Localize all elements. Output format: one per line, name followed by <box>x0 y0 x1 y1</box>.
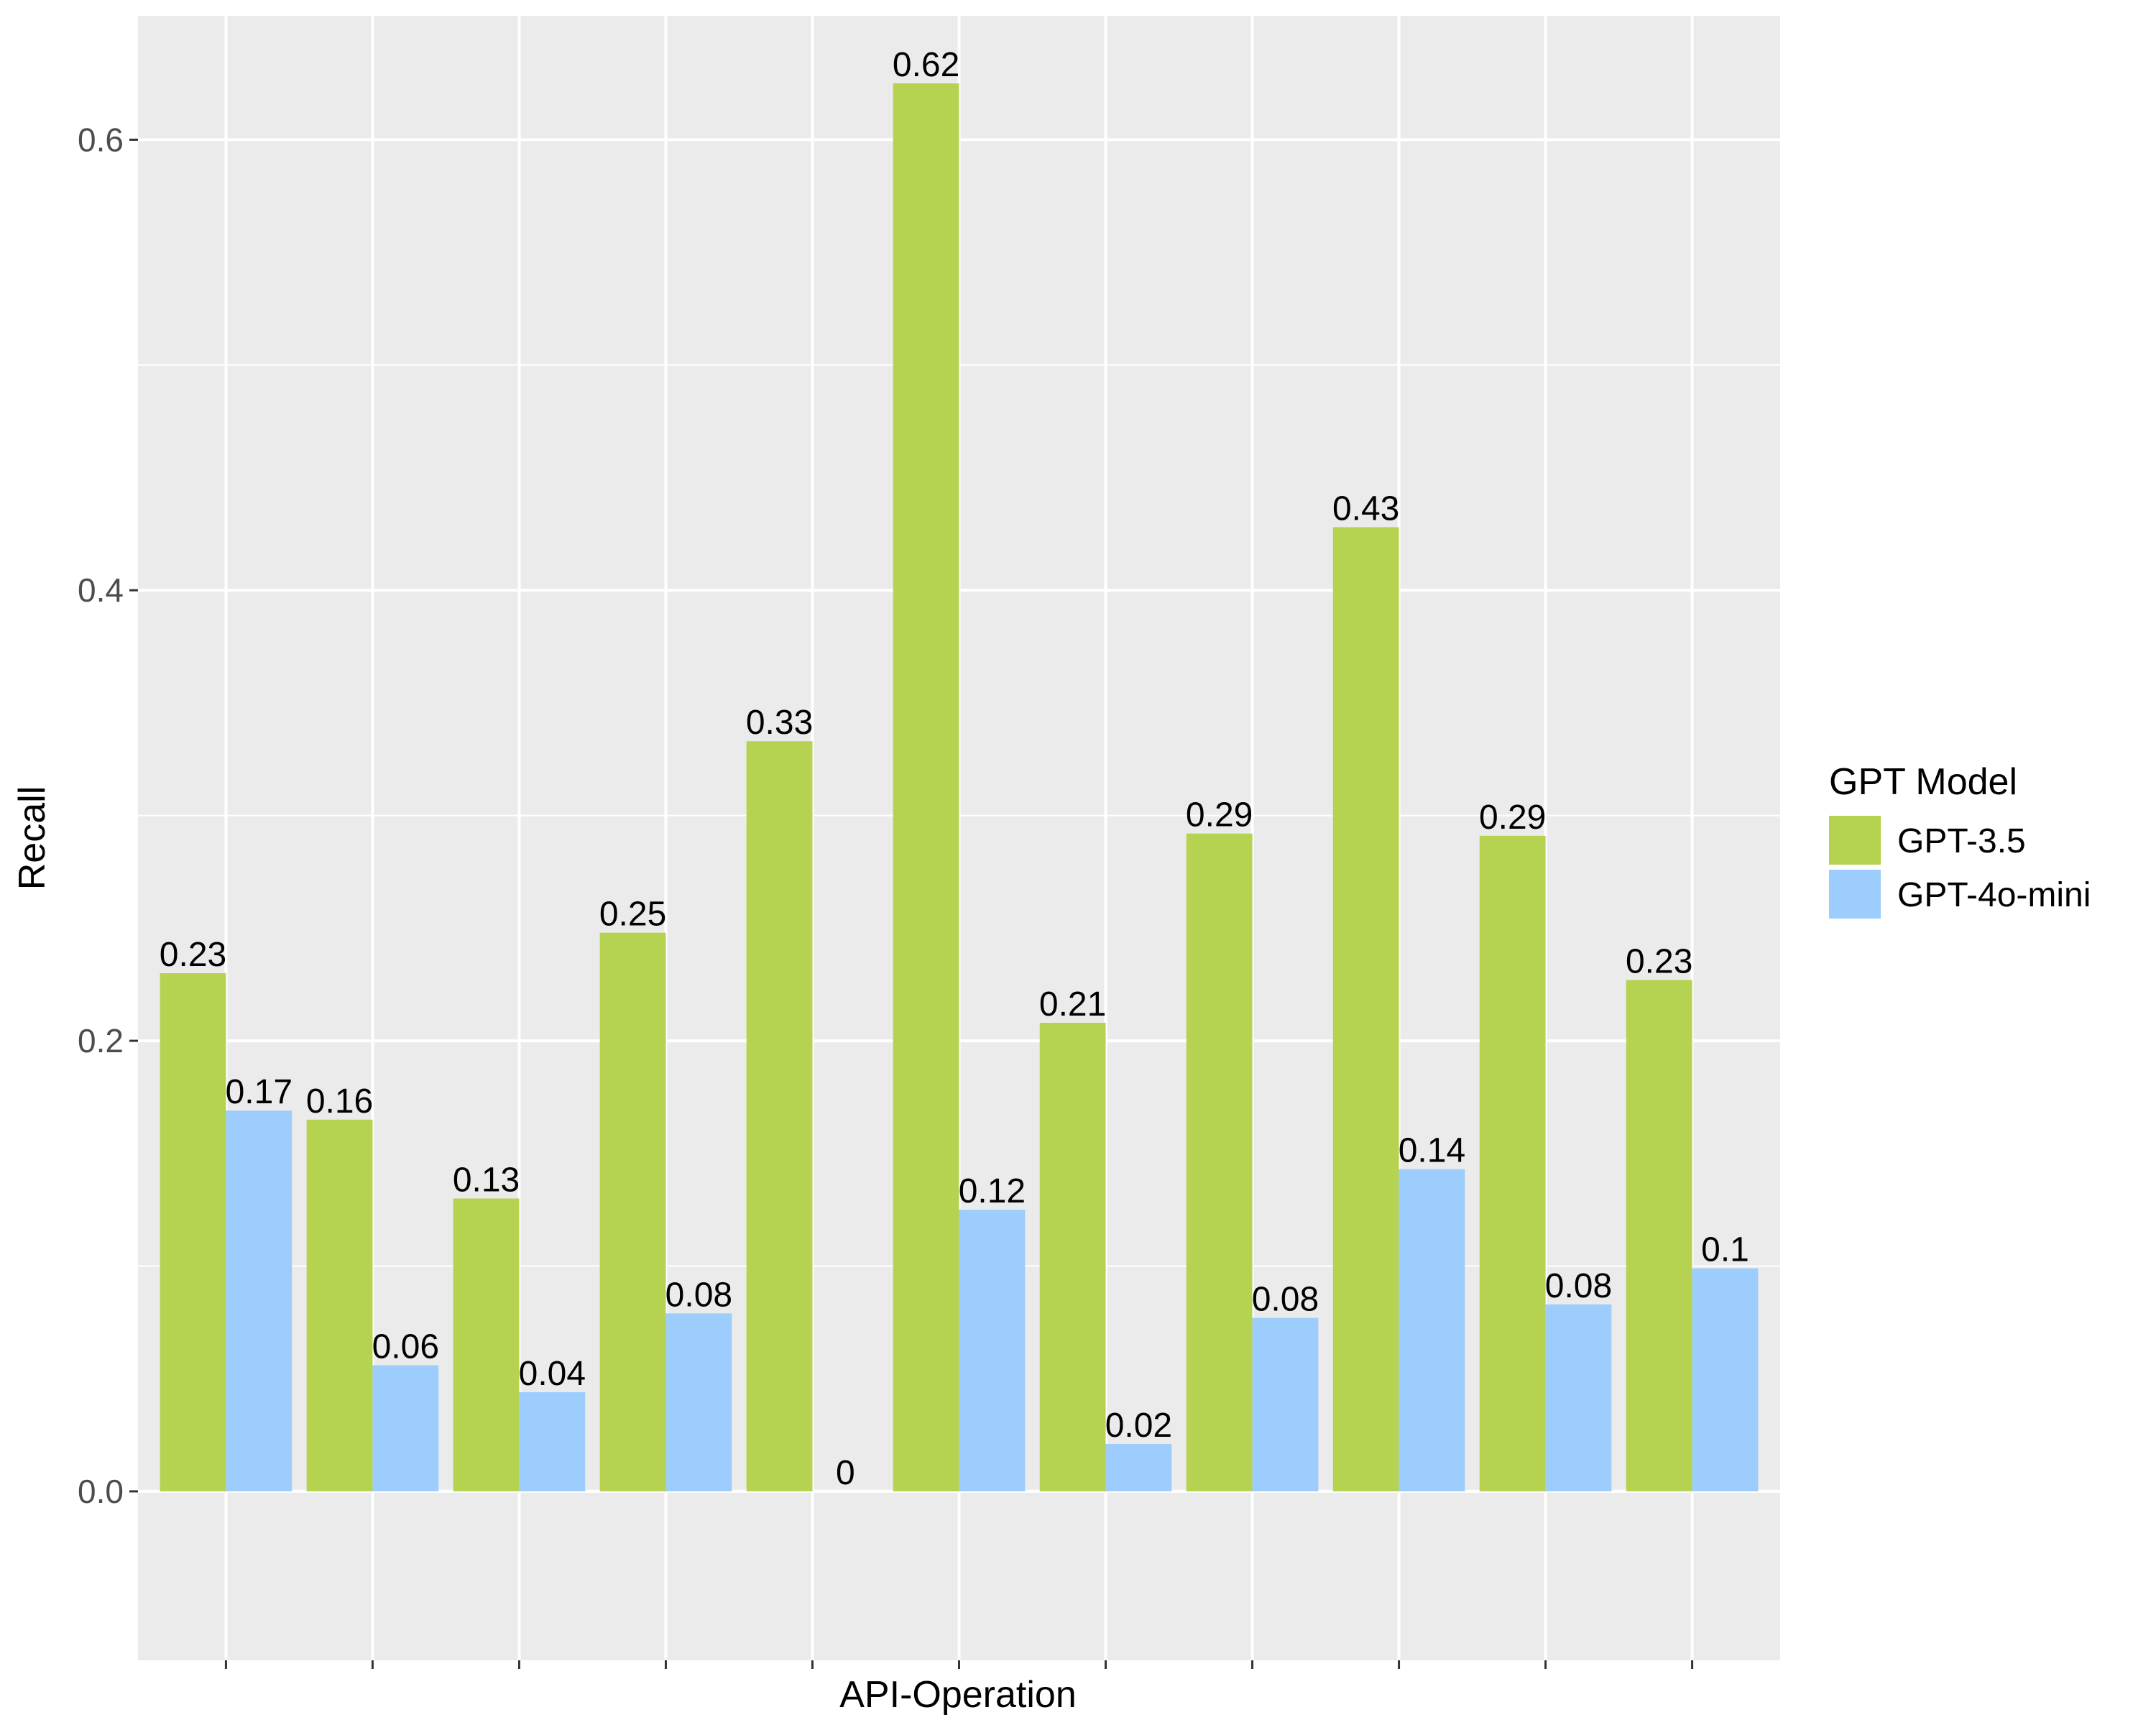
y-axis-title: Recall <box>11 786 53 891</box>
x-axis-title: API-Operation <box>839 1674 1077 1716</box>
bar-gpt35 <box>893 83 959 1491</box>
axes: 0.0 0.2 0.4 0.6 <box>78 121 1694 1669</box>
bar-value-label: 0.06 <box>372 1328 439 1366</box>
bar-gpt4o-mini <box>1399 1169 1465 1491</box>
bar-gpt4o-mini <box>1105 1444 1172 1491</box>
bar-value-label: 0.21 <box>1039 985 1106 1024</box>
bar-gpt35 <box>453 1198 520 1491</box>
bar-gpt35 <box>1332 527 1399 1491</box>
bar-value-label: 0.33 <box>746 704 813 742</box>
legend-key-gpt35 <box>1829 816 1881 865</box>
y-tick-label: 0.4 <box>78 571 124 609</box>
data-labels: 0.23 0.16 0.13 0.25 0.33 0.62 0.21 0.29 0.43 0.29… <box>160 46 1749 1492</box>
bar-value-label: 0.25 <box>599 896 666 934</box>
legend-key-gpt4o-mini <box>1829 870 1881 919</box>
bar-value-label: 0 <box>836 1454 855 1492</box>
bar-value-label: 0.02 <box>1105 1407 1172 1445</box>
y-tick-label: 0.2 <box>78 1022 124 1059</box>
bar-gpt4o-mini <box>1252 1317 1319 1491</box>
bar-gpt35 <box>1039 1023 1106 1491</box>
legend-title: GPT Model <box>1829 761 2017 803</box>
bar-gpt35 <box>1186 833 1253 1491</box>
bar-gpt35 <box>160 973 226 1491</box>
bar-gpt35 <box>306 1119 373 1491</box>
bar-value-label: 0.08 <box>1545 1267 1612 1305</box>
bar-value-label: 0.29 <box>1186 796 1253 834</box>
bar-gpt35 <box>1479 835 1546 1491</box>
bar-value-label: 0.29 <box>1479 799 1546 837</box>
legend-label-gpt4o-mini: GPT-4o-mini <box>1897 876 2091 914</box>
bar-value-label: 0.08 <box>1252 1281 1319 1319</box>
bar-gpt4o-mini <box>665 1313 732 1491</box>
bar-gpt4o-mini <box>1692 1268 1759 1491</box>
bar-value-label: 0.23 <box>160 936 226 974</box>
bar-value-label: 0.12 <box>959 1172 1026 1210</box>
bar-value-label: 0.62 <box>893 46 959 84</box>
bar-value-label: 0.08 <box>665 1276 732 1314</box>
y-tick-label: 0.6 <box>78 121 124 158</box>
legend: GPT Model GPT-3.5 GPT-4o-mini <box>1829 761 2091 919</box>
y-tick-label: 0.0 <box>78 1473 124 1510</box>
bar-gpt4o-mini <box>519 1392 586 1491</box>
bar-value-label: 0.17 <box>226 1073 292 1111</box>
bar-gpt4o-mini <box>372 1365 439 1491</box>
bar-gpt4o-mini <box>226 1110 292 1491</box>
bar-gpt4o-mini <box>1545 1304 1612 1491</box>
bar-value-label: 0.43 <box>1332 489 1399 528</box>
legend-label-gpt35: GPT-3.5 <box>1897 822 2026 860</box>
bar-value-label: 0.1 <box>1701 1231 1749 1269</box>
bar-gpt35 <box>599 932 666 1491</box>
bar-value-label: 0.14 <box>1399 1132 1465 1170</box>
bar-value-label: 0.23 <box>1626 942 1692 980</box>
bar-gpt4o-mini <box>959 1210 1026 1491</box>
bar-gpt35 <box>1626 980 1692 1491</box>
bar-value-label: 0.16 <box>306 1082 373 1121</box>
bar-gpt35 <box>746 741 813 1491</box>
bar-value-label: 0.04 <box>519 1355 586 1393</box>
bars <box>160 83 1759 1491</box>
bar-value-label: 0.13 <box>453 1161 520 1199</box>
